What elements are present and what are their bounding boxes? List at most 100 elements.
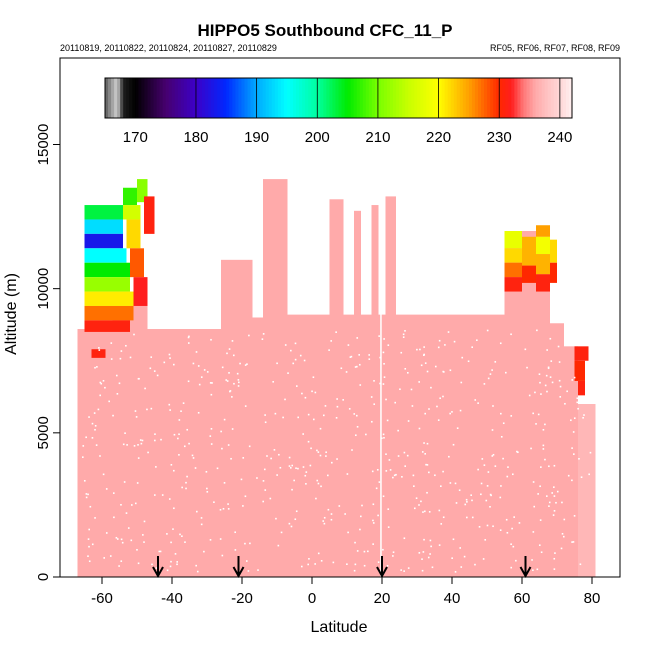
colorbar-swatch [189, 78, 194, 118]
gap-dot [470, 494, 472, 496]
colorbar-swatch [199, 78, 203, 118]
colorbar-swatch [456, 78, 461, 118]
gap-dot [429, 553, 431, 555]
gap-dot [290, 525, 293, 528]
gap-dot [485, 499, 488, 502]
gap-dot [158, 550, 161, 553]
gap-dot [393, 474, 396, 477]
gap-dot [437, 419, 440, 421]
gap-dot [195, 351, 198, 353]
colorbar-swatch [526, 78, 531, 118]
gap-dot [540, 393, 542, 395]
gap-dot [582, 416, 584, 419]
gap-dot [93, 412, 96, 414]
data-cell [504, 262, 522, 278]
gap-dot [483, 464, 486, 466]
gap-dot [323, 516, 326, 519]
gap-dot [185, 487, 187, 490]
gap-dot [553, 464, 556, 467]
gap-dot [427, 556, 430, 559]
gap-dot [489, 505, 491, 508]
data-cell [574, 346, 589, 361]
gap-dot [176, 561, 179, 563]
colorbar-swatch [359, 78, 364, 118]
colorbar-tick-label: 230 [487, 129, 512, 146]
gap-dot [373, 403, 376, 405]
gap-dot [471, 346, 473, 349]
gap-dot [382, 495, 385, 498]
colorbar-swatch [523, 78, 528, 118]
gap-dot [421, 569, 424, 572]
data-cell [91, 349, 106, 358]
colorbar-swatch [171, 78, 176, 118]
colorbar-swatch [532, 78, 537, 118]
colorbar-swatch [238, 78, 243, 118]
gap-dot [266, 455, 268, 457]
chart-subtitle-dates: 20110819, 20110822, 20110824, 20110827, … [60, 43, 277, 53]
colorbar-swatch [432, 78, 437, 118]
gap-dot [320, 485, 322, 488]
x-tick-label: -60 [91, 590, 113, 607]
gap-dot [372, 543, 374, 545]
gap-dot [99, 455, 101, 457]
gap-dot [557, 345, 560, 348]
chart-subtitle-flights: RF05, RF06, RF07, RF08, RF09 [490, 43, 620, 53]
gap-dot [168, 403, 171, 406]
colorbar-swatch [265, 78, 270, 118]
gap-dot [85, 436, 87, 439]
gap-dot [424, 412, 426, 415]
gap-dot [502, 457, 504, 460]
data-column [252, 317, 263, 577]
gap-dot [449, 369, 452, 372]
gap-dot [360, 515, 362, 518]
colorbar-swatch [544, 78, 549, 118]
gap-dot [392, 555, 394, 557]
gap-dot [149, 367, 152, 370]
gap-dot [307, 413, 310, 416]
gap-dot [510, 415, 513, 417]
gap-dot [188, 442, 190, 445]
gap-dot [144, 387, 146, 390]
gap-dot [154, 433, 156, 435]
gap-dot [378, 335, 380, 337]
colorbar-swatch [220, 78, 224, 118]
colorbar-swatch [505, 78, 509, 118]
colorbar-swatch [308, 78, 312, 118]
gap-dot [120, 350, 123, 352]
colorbar-swatch [271, 78, 276, 118]
gap-dot [507, 466, 509, 468]
gap-dot [200, 517, 203, 519]
gap-dot [112, 492, 115, 494]
data-column [361, 314, 372, 577]
colorbar-swatch [277, 78, 282, 118]
gap-dot [539, 485, 541, 488]
gap-dot [400, 569, 402, 571]
gap-dot [424, 362, 427, 364]
gap-dot [537, 413, 540, 416]
data-cell [133, 277, 148, 306]
gap-dot [116, 393, 119, 395]
gap-dot [156, 374, 159, 377]
gap-dot [387, 344, 390, 346]
gap-dot [400, 351, 403, 354]
gap-dot [290, 349, 292, 352]
gap-dot [174, 553, 177, 555]
colorbar-swatch [120, 78, 124, 118]
colorbar-swatch [117, 78, 121, 118]
gap-dot [154, 494, 156, 496]
gap-dot [542, 444, 545, 447]
gap-dot [424, 510, 426, 513]
gap-dot [226, 352, 228, 355]
gap-dot [548, 465, 550, 468]
gap-dot [573, 417, 576, 419]
colorbar-swatch [547, 78, 552, 118]
arrow-marker [376, 556, 388, 579]
gap-dot [506, 475, 509, 478]
gap-dot [477, 468, 479, 471]
gap-dot [161, 494, 164, 496]
gap-dot [532, 412, 534, 415]
gap-dot [240, 478, 243, 481]
colorbar-swatch [159, 78, 164, 118]
x-tick-label: 40 [444, 590, 461, 607]
